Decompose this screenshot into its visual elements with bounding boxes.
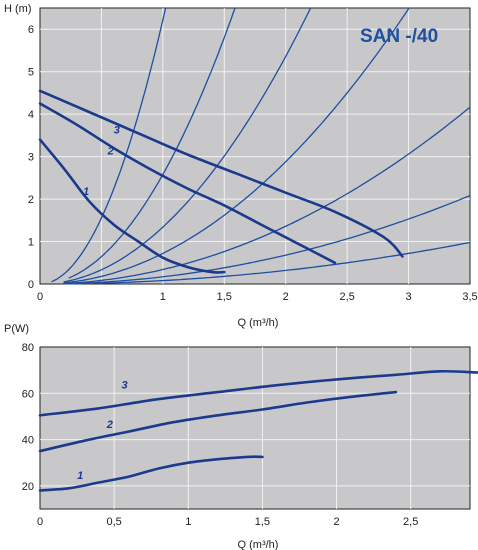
y-tick-label: 40 [22, 435, 34, 447]
y-tick-label: 0 [28, 279, 34, 291]
x-tick-label: 3,5 [462, 291, 477, 303]
y-tick-label: 6 [28, 24, 34, 36]
plot-area [39, 7, 471, 285]
y-axis-label: P(W) [4, 323, 29, 335]
series-label-2: 2 [107, 145, 114, 157]
y-tick-label: 20 [22, 481, 34, 493]
x-tick-label: 1,5 [255, 516, 270, 528]
system-curve [68, 7, 236, 279]
system-curve [51, 7, 167, 283]
series-label-3: 3 [114, 124, 120, 136]
y-tick-label: 80 [22, 342, 34, 354]
system-curve [63, 7, 312, 283]
system-curve [63, 106, 471, 285]
series-label-2: 2 [106, 419, 113, 431]
x-tick-label: 2,5 [339, 291, 354, 303]
y-tick-label: 4 [28, 109, 34, 121]
y-tick-label: 60 [22, 388, 34, 400]
x-axis-label: Q (m³/h) [238, 539, 279, 550]
system-curves [51, 7, 471, 285]
chart-title: SAN -/40 [360, 26, 438, 47]
y-axis-label: H (m) [4, 3, 32, 15]
series-label-1: 1 [77, 470, 83, 482]
power-flow-chart: 1 2 3 0 0,5 1 1,5 2 2,5 20 40 60 80 Q (m³/h) P(W) [4, 323, 478, 550]
y-tick-label: 3 [28, 152, 34, 164]
series-line-1 [38, 455, 264, 492]
series-line-2 [38, 390, 398, 453]
y-tick-label: 5 [28, 67, 34, 79]
x-axis-label: Q (m³/h) [238, 317, 279, 329]
series-line-2 [38, 102, 337, 265]
series-label-3: 3 [122, 380, 128, 392]
x-tick-label: 0 [37, 291, 43, 303]
x-tick-label: 2 [333, 516, 339, 528]
series-line-3 [38, 89, 404, 258]
y-tick-label: 1 [28, 237, 34, 249]
system-curve [63, 194, 471, 285]
x-tick-label: 1 [160, 291, 166, 303]
series-label-1: 1 [83, 186, 89, 198]
y-tick-label: 2 [28, 194, 34, 206]
x-tick-label: 2,5 [403, 516, 418, 528]
x-tick-label: 2 [283, 291, 289, 303]
x-tick-label: 1,5 [217, 291, 232, 303]
x-tick-label: 3 [406, 291, 412, 303]
plot-area [39, 346, 471, 510]
x-tick-label: 0,5 [106, 516, 121, 528]
series-line-1 [38, 138, 226, 274]
x-tick-label: 1 [185, 516, 191, 528]
x-tick-label: 0 [37, 516, 43, 528]
series-line-3 [38, 369, 478, 417]
